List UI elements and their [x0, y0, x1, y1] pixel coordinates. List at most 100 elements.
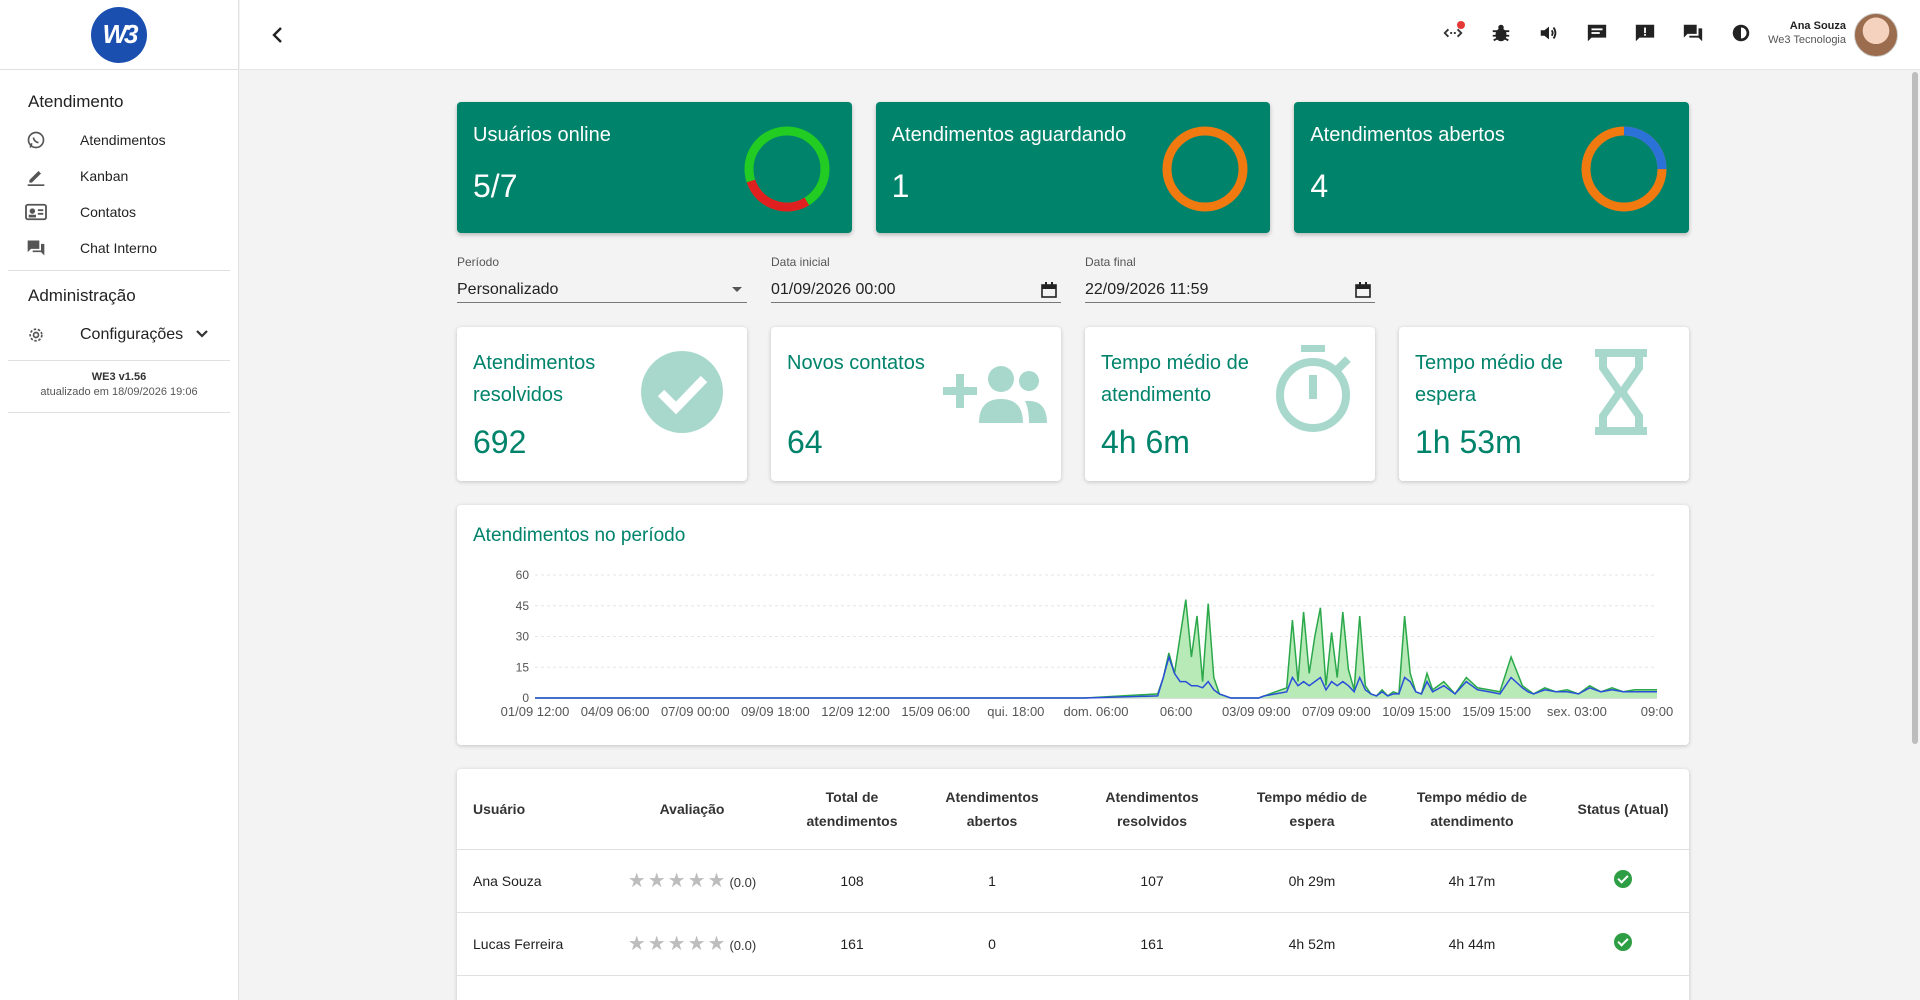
section-title-administracao: Administração [28, 286, 136, 305]
sidebar: W3 Atendimento Atendimentos Kanban Conta… [0, 0, 239, 1000]
donut-open [1581, 126, 1667, 212]
x-tick-label: 15/09 06:00 [901, 704, 970, 719]
stat-title: Tempo médio de atendimento [1101, 352, 1249, 406]
end-date-input[interactable]: 22/09/2026 11:59 [1085, 277, 1375, 303]
kpi-atendimentos-aguardando: Atendimentos aguardando 1 [875, 102, 1271, 233]
avatar[interactable] [1854, 13, 1898, 57]
table-row[interactable]: Lucas Ferreira ★★★★★ (0.0) 161 0 161 4h 5… [457, 912, 1689, 976]
dropdown-arrow-icon [732, 286, 742, 292]
col-atendimento[interactable]: Tempo médio de atendimento [1387, 769, 1557, 850]
chat-forum-icon [24, 236, 48, 260]
chevron-left-icon [272, 27, 282, 43]
kpi-title: Atendimentos aguardando [891, 124, 1127, 146]
x-tick-label: 10/09 15:00 [1382, 704, 1451, 719]
rating-score: (0.0) [729, 875, 757, 890]
section-title-atendimento: Atendimento [28, 92, 124, 111]
message-icon[interactable] [1584, 20, 1610, 46]
contact-card-icon [24, 200, 48, 224]
chart-card: Atendimentos no período 0 15 30 45 60 01/09 1… [457, 505, 1689, 745]
x-tick-label: 07/09 00:00 [661, 704, 730, 719]
col-usuario[interactable]: Usuário [457, 769, 597, 850]
pencil-icon [24, 164, 48, 188]
theme-icon[interactable] [1728, 20, 1754, 46]
top-bar: Ana Souza We3 Tecnologia [240, 0, 1920, 70]
cell-wait: 4h 52m [1237, 912, 1387, 976]
calendar-icon[interactable] [1355, 281, 1371, 298]
y-tick-label: 30 [516, 630, 530, 644]
x-tick-label: 09/09 18:00 [741, 704, 810, 719]
brand-logo[interactable]: W3 [91, 6, 147, 63]
bug-icon[interactable] [1488, 20, 1514, 46]
stat-atendimentos-resolvidos: Atendimentos resolvidos 692 [457, 327, 747, 481]
col-status[interactable]: Status (Atual) [1557, 769, 1689, 850]
col-resolvidos[interactable]: Atendimentos resolvidos [1067, 769, 1237, 850]
group-add-icon [943, 366, 1047, 423]
check-circle-icon [641, 351, 723, 433]
filters: Período Personalizado Data inicial 01/09… [457, 255, 1689, 303]
x-tick-label: 12/09 12:00 [821, 704, 890, 719]
version-label: WE3 v1.56 [91, 371, 147, 383]
y-tick-label: 45 [516, 599, 530, 613]
cell-user: Ana Souza [457, 849, 597, 913]
kpi-value: 1 [891, 168, 910, 204]
user-info[interactable]: Ana Souza We3 Tecnologia [1768, 20, 1846, 46]
col-total[interactable]: Total de atendimentos [787, 769, 917, 850]
chevron-down-icon[interactable] [195, 326, 209, 344]
x-tick-label: 04/09 06:00 [581, 704, 650, 719]
cell-rating: ★★★★★ (0.0) [597, 849, 787, 913]
back-button[interactable] [265, 22, 291, 48]
kpi-title: Usuários online [473, 124, 611, 146]
table-row[interactable]: Ana Souza ★★★★★ (0.0) 108 1 107 0h 29m 4h… [457, 849, 1689, 913]
version-info: WE3 v1.56 atualizado em 18/09/2026 19:06 [8, 361, 230, 413]
start-date-value: 01/09/2026 00:00 [771, 280, 896, 298]
end-date-field: Data final 22/09/2026 11:59 [1085, 255, 1375, 303]
stat-title: Atendimentos resolvidos [473, 352, 596, 406]
forum-icon[interactable] [1680, 20, 1706, 46]
volume-icon[interactable] [1536, 20, 1562, 46]
feedback-icon[interactable] [1632, 20, 1658, 46]
cell-wait: 0h 29m [1237, 849, 1387, 913]
cell-resolved: 107 [1067, 849, 1237, 913]
connection-icon[interactable] [1440, 20, 1466, 46]
start-date-input[interactable]: 01/09/2026 00:00 [771, 277, 1061, 303]
rating-stars: ★★★★★ [627, 933, 728, 955]
cell-resolved: 161 [1067, 912, 1237, 976]
cell-rating: ★★★★★ (0.0) [597, 912, 787, 976]
divider [8, 270, 230, 271]
sidebar-item-atendimentos[interactable]: Atendimentos [0, 122, 238, 158]
sidebar-item-configuracoes[interactable]: Configurações [0, 314, 238, 356]
sidebar-item-contatos[interactable]: Contatos [0, 194, 238, 230]
period-label: Período [457, 255, 500, 269]
sidebar-item-label: Configurações [80, 326, 184, 343]
rating-stars: ★★★★★ [627, 870, 728, 892]
period-select[interactable]: Personalizado [457, 277, 747, 303]
top-actions [1440, 20, 1754, 46]
cell-status [1557, 849, 1689, 913]
cell-status [1557, 912, 1689, 976]
sidebar-item-label: Kanban [80, 168, 129, 184]
divider [8, 360, 230, 361]
x-tick-label: 07/09 09:00 [1302, 704, 1371, 719]
scrollbar[interactable] [1912, 72, 1918, 744]
col-avaliacao[interactable]: Avaliação [597, 769, 787, 850]
end-date-label: Data final [1085, 255, 1136, 269]
start-date-label: Data inicial [771, 255, 830, 269]
calendar-icon[interactable] [1041, 281, 1057, 298]
kpi-title: Atendimentos abertos [1310, 124, 1505, 146]
sidebar-item-kanban[interactable]: Kanban [0, 158, 238, 194]
users-table-card: Usuário Avaliação Total de atendimentos … [457, 769, 1689, 1000]
status-online-icon [1614, 933, 1632, 951]
stat-novos-contatos: Novos contatos 64 [771, 327, 1061, 481]
stat-row: Atendimentos resolvidos 692 Novos contat… [457, 327, 1689, 481]
sidebar-item-chat-interno[interactable]: Chat Interno [0, 230, 238, 266]
user-company: We3 Tecnologia [1768, 34, 1846, 46]
stat-value: 692 [473, 424, 527, 460]
x-tick-label: sex. 03:00 [1547, 704, 1607, 719]
col-espera[interactable]: Tempo médio de espera [1237, 769, 1387, 850]
notification-dot [1457, 21, 1465, 29]
col-abertos[interactable]: Atendimentos abertos [917, 769, 1067, 850]
kpi-value: 4 [1310, 168, 1329, 204]
stat-value: 64 [787, 424, 823, 460]
cell-total: 108 [787, 849, 917, 913]
hourglass-icon [1595, 349, 1647, 435]
